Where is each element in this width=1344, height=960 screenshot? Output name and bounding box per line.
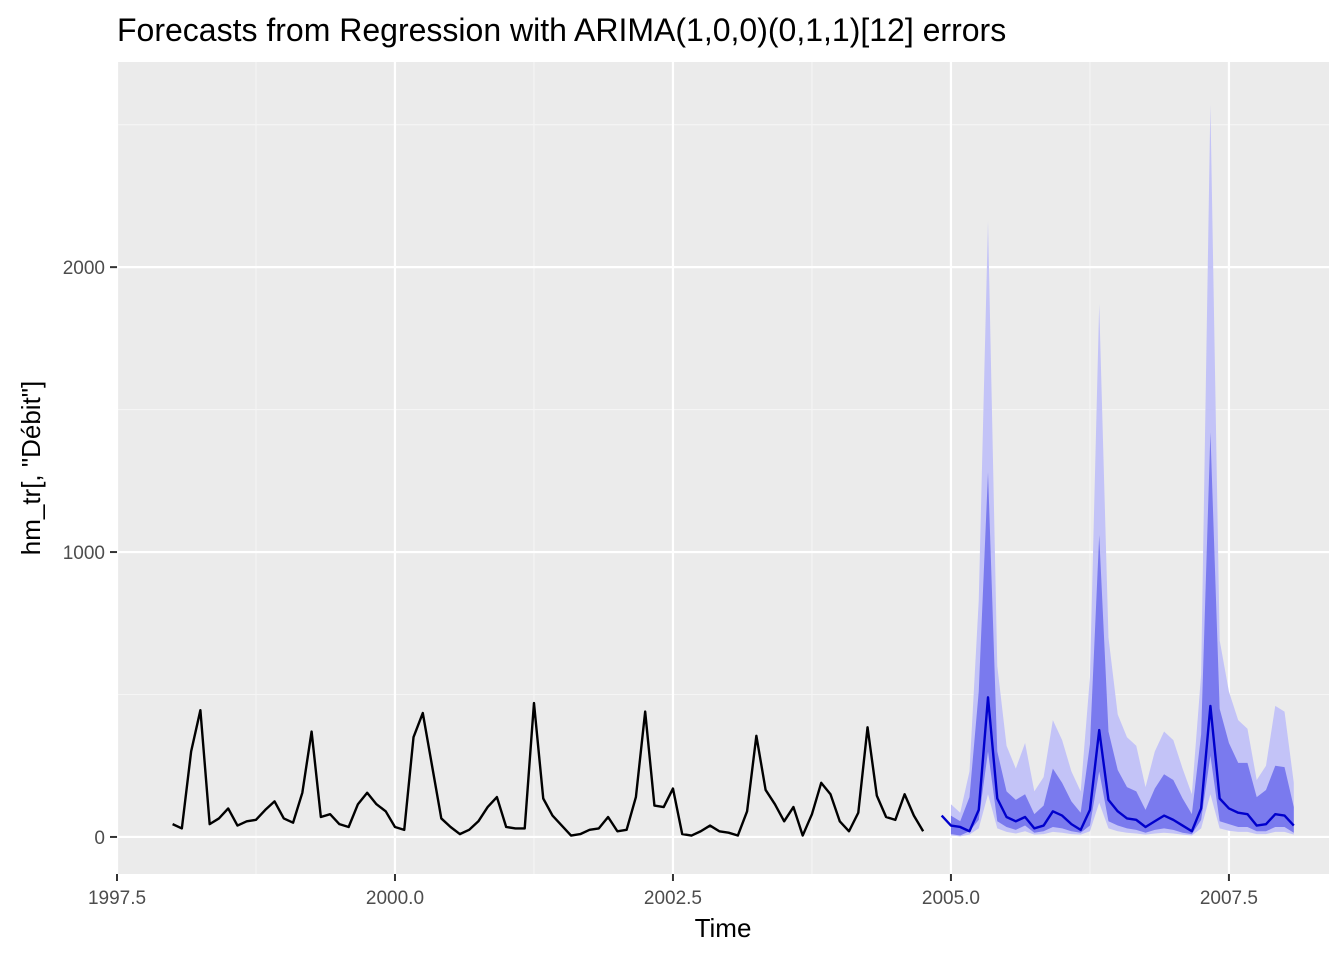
y-axis: 0 1000 2000 — [63, 258, 117, 849]
y-axis-title: hm_tr[, "Débit"] — [16, 381, 46, 556]
minor-gridlines — [117, 62, 1329, 874]
forecast-series-line — [940, 696, 1295, 833]
x-tick-label: 1997.5 — [88, 888, 146, 909]
major-gridlines — [115, 62, 1329, 874]
y-tick-label: 0 — [94, 828, 105, 849]
x-axis: 1997.5 2000.0 2002.5 2005.0 2007.5 — [88, 874, 1258, 909]
x-tick-label: 2007.5 — [1200, 888, 1258, 909]
series-lines-group — [172, 696, 1295, 837]
chart-title: Forecasts from Regression with ARIMA(1,0… — [117, 12, 1006, 48]
x-tick-label: 2005.0 — [922, 888, 980, 909]
plot-panel — [117, 62, 1329, 874]
x-tick-label: 2000.0 — [366, 888, 424, 909]
x-tick-label: 2002.5 — [644, 888, 702, 909]
observed-series-line — [172, 701, 925, 837]
y-tick-label: 1000 — [63, 543, 105, 564]
y-tick-label: 2000 — [63, 258, 105, 279]
x-axis-title: Time — [695, 913, 752, 943]
